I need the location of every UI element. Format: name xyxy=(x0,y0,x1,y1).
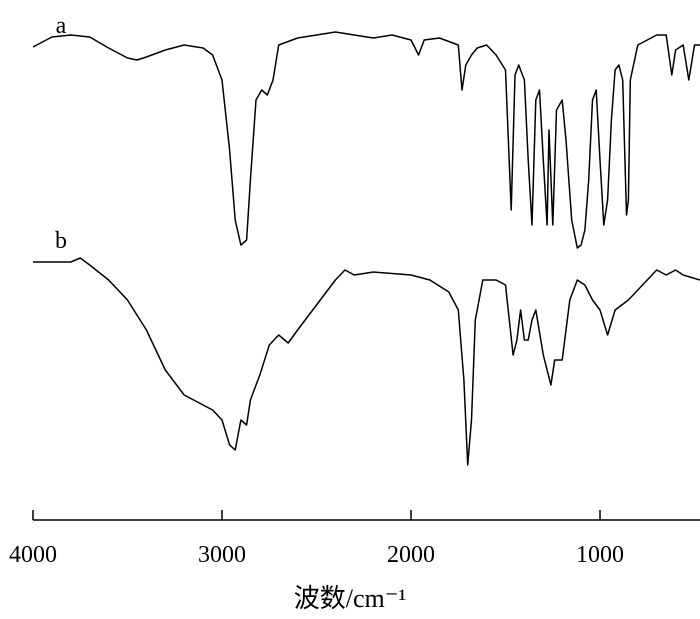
spectrum-line xyxy=(32,31,700,249)
series-label: b xyxy=(55,228,67,254)
spectrum-line xyxy=(33,257,700,466)
x-tick-label: 3000 xyxy=(198,542,246,568)
x-tick-label: 2000 xyxy=(387,542,435,568)
x-tick-label: 1000 xyxy=(576,542,624,568)
x-tick-label: 4000 xyxy=(9,542,57,568)
series-label: a xyxy=(56,13,67,39)
x-axis-label: 波数/cm⁻¹ xyxy=(294,584,407,613)
